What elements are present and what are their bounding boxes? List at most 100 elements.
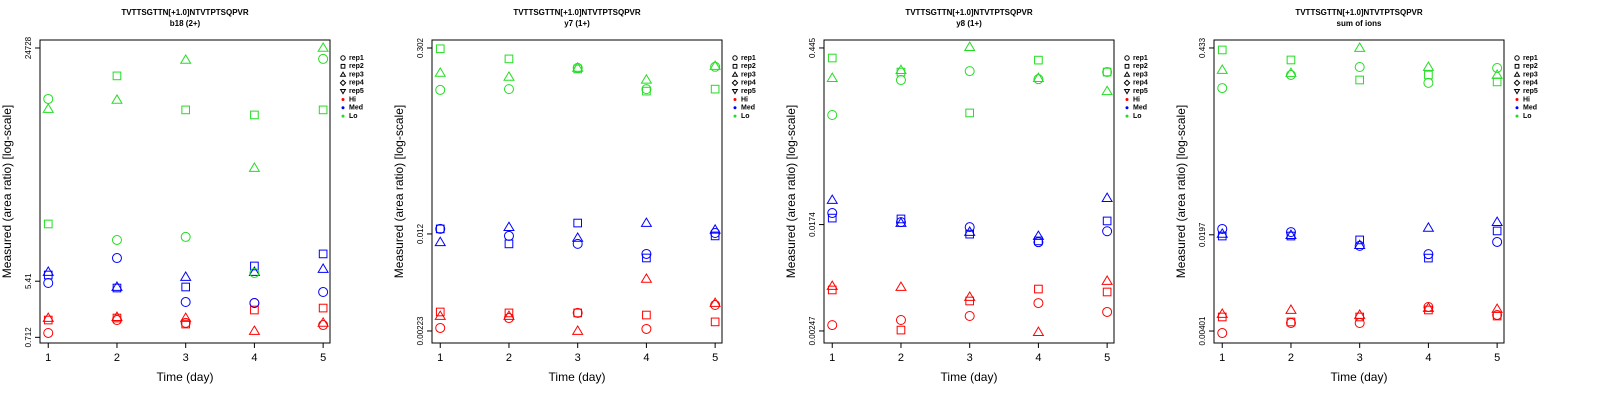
marker-circle xyxy=(43,278,54,289)
x-tick-label: 2 xyxy=(1288,352,1294,364)
x-tick-label: 5 xyxy=(712,352,718,364)
x-tick-label: 2 xyxy=(506,352,512,364)
marker-circle xyxy=(1033,237,1044,248)
y-tick-label: 24728 xyxy=(24,36,33,59)
marker-circle xyxy=(827,320,838,331)
marker-circle xyxy=(1285,227,1296,238)
marker-circle xyxy=(1217,223,1228,234)
marker-square xyxy=(1514,63,1520,69)
marker-square xyxy=(1034,55,1043,65)
plot-frame xyxy=(823,39,1115,344)
marker-square xyxy=(504,308,514,318)
marker-triangle xyxy=(1216,308,1229,318)
marker-circle xyxy=(1285,69,1296,80)
legend-label: rep2 xyxy=(1133,63,1148,70)
marker-triangle xyxy=(179,53,192,64)
marker-triangle xyxy=(640,272,653,283)
x-tick-label: 3 xyxy=(967,352,973,364)
legend-label: rep3 xyxy=(741,71,756,78)
marker-square xyxy=(504,239,514,249)
marker-triangle xyxy=(895,64,907,75)
marker-square xyxy=(1102,216,1112,226)
marker-triangle xyxy=(434,236,447,247)
marker-circle xyxy=(43,93,54,104)
marker-circle xyxy=(318,53,329,64)
marker-triangle xyxy=(1032,326,1045,336)
legend-dot xyxy=(341,98,345,101)
marker-circle xyxy=(572,307,583,318)
marker-circle xyxy=(1102,226,1113,237)
marker-square xyxy=(896,214,906,224)
chart-subtitle: y8 (1+) xyxy=(956,19,982,28)
x-tick-label: 5 xyxy=(1104,352,1110,364)
marker-triangle xyxy=(111,281,123,291)
marker-square xyxy=(43,219,53,229)
marker-triangle xyxy=(1353,42,1366,52)
marker-circle xyxy=(1492,236,1503,247)
marker-triangle xyxy=(503,310,515,320)
marker-triangle xyxy=(1101,192,1113,202)
marker-square xyxy=(710,317,720,327)
y-axis-label: Measured (area ratio) [log-scale] xyxy=(1174,105,1188,278)
marker-circle xyxy=(1354,240,1365,251)
marker-square xyxy=(112,71,122,81)
marker-circle xyxy=(732,55,738,61)
legend-label: Lo xyxy=(1133,113,1142,120)
marker-triangle xyxy=(434,310,447,320)
legend-label: rep1 xyxy=(1523,55,1538,62)
marker-square xyxy=(573,218,583,228)
marker-triangle xyxy=(709,223,721,234)
marker-circle xyxy=(964,310,975,321)
marker-triangle-down xyxy=(1513,89,1521,95)
x-tick-label: 1 xyxy=(1219,352,1225,364)
marker-triangle xyxy=(179,312,192,322)
legend-label: rep5 xyxy=(741,88,756,95)
y-tick-label: 0.445 xyxy=(808,37,817,58)
x-axis-label: Time (day) xyxy=(549,370,606,384)
marker-triangle xyxy=(339,71,347,77)
marker-circle xyxy=(641,323,652,334)
marker-circle xyxy=(318,320,329,331)
marker-triangle xyxy=(1216,64,1229,74)
legend-label: Lo xyxy=(1523,113,1532,120)
marker-triangle xyxy=(1032,230,1045,240)
marker-square xyxy=(1102,67,1112,77)
legend-label: Hi xyxy=(1523,96,1530,103)
legend-label: rep1 xyxy=(741,55,756,62)
plot-frame xyxy=(39,39,331,344)
marker-triangle xyxy=(895,281,907,291)
marker-triangle xyxy=(503,221,515,232)
marker-square xyxy=(250,305,259,315)
marker-triangle xyxy=(571,61,584,72)
marker-triangle-down xyxy=(1123,89,1131,95)
marker-triangle xyxy=(42,103,55,113)
marker-square xyxy=(642,253,651,263)
x-axis-label: Time (day) xyxy=(1331,370,1388,384)
x-tick-label: 2 xyxy=(114,352,120,364)
legend-label: Hi xyxy=(349,96,356,103)
legend-label: Lo xyxy=(349,113,358,120)
panel: TVTTSGTTN[+1.0]NTVTPTSQPVR b18 (2+) Time (… xyxy=(0,8,364,384)
legend-label: rep4 xyxy=(349,80,364,87)
marker-triangle xyxy=(731,71,739,77)
marker-triangle xyxy=(963,41,976,51)
marker-square xyxy=(642,310,651,320)
marker-triangle xyxy=(640,73,653,84)
marker-triangle xyxy=(1285,304,1297,314)
marker-square xyxy=(181,282,191,292)
marker-triangle xyxy=(111,93,123,104)
legend-dot xyxy=(1125,98,1129,101)
marker-triangle xyxy=(1101,85,1113,96)
legend-label: rep3 xyxy=(1523,71,1538,78)
chart-subtitle: b18 (2+) xyxy=(170,19,201,28)
chart-subtitle: sum of ions xyxy=(1337,19,1382,28)
marker-triangle xyxy=(317,316,329,327)
marker-square xyxy=(318,249,328,259)
marker-circle xyxy=(827,110,838,121)
marker-triangle xyxy=(1032,72,1045,82)
marker-triangle xyxy=(42,312,55,322)
marker-circle xyxy=(1033,298,1044,309)
legend-dot xyxy=(1125,114,1129,118)
marker-diamond xyxy=(1123,79,1131,87)
marker-square xyxy=(827,53,837,63)
